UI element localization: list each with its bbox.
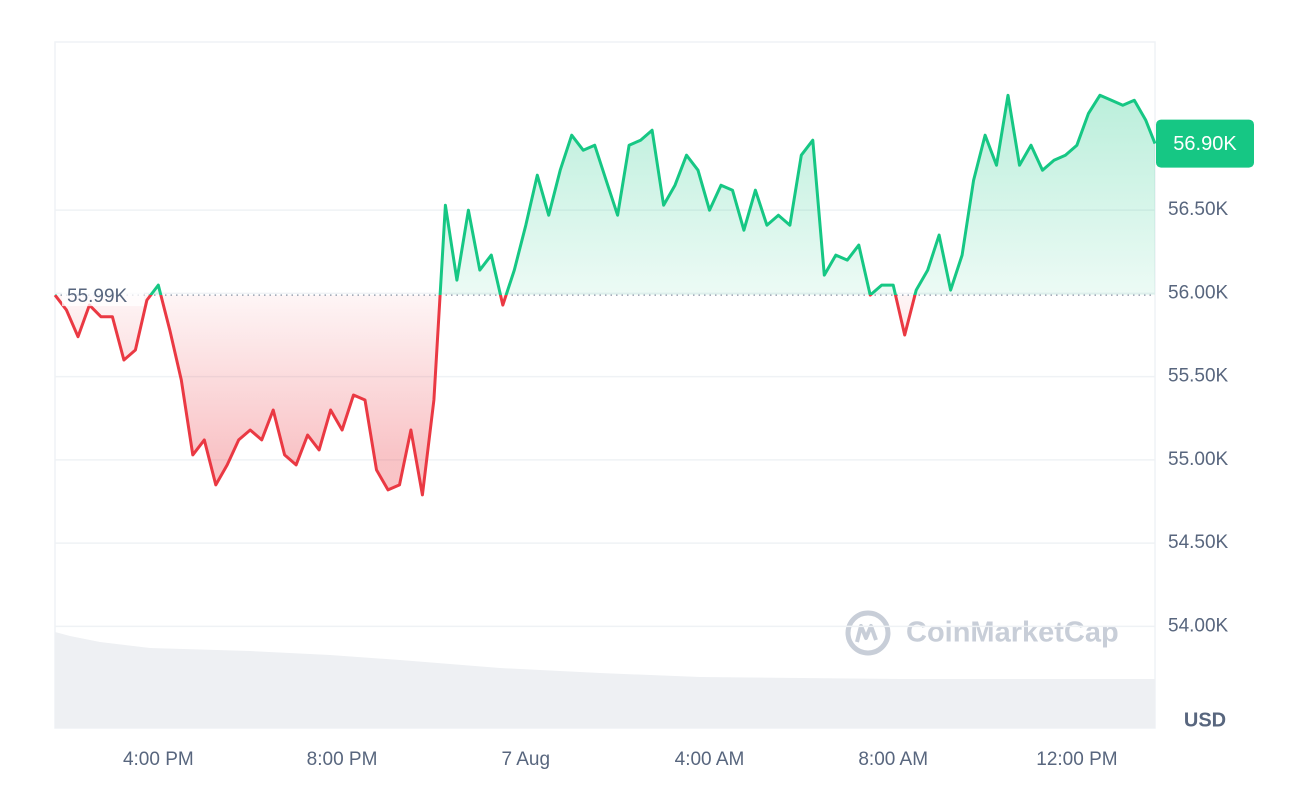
y-tick-label: 56.00K (1168, 282, 1229, 303)
price-area (55, 95, 1155, 495)
y-tick-label: 56.50K (1168, 199, 1229, 220)
x-tick-label: 8:00 PM (307, 749, 378, 770)
volume-backdrop (55, 632, 1155, 728)
y-tick-label: 54.50K (1168, 532, 1229, 553)
watermark: CoinMarketCap (845, 610, 1119, 656)
y-tick-label: 55.00K (1168, 449, 1229, 470)
price-line (53, 93, 1157, 497)
baseline-label: 55.99K (67, 286, 128, 307)
x-tick-label: 8:00 AM (858, 749, 928, 770)
last-price-label: 56.90K (1173, 133, 1237, 155)
x-tick-label: 4:00 AM (675, 749, 745, 770)
baseline-label-bg (62, 282, 144, 307)
x-tick-label: 7 Aug (501, 749, 550, 770)
currency-label: USD (1184, 709, 1226, 731)
y-tick-label: 55.50K (1168, 366, 1229, 387)
y-tick-label: 54.00K (1168, 615, 1229, 636)
watermark-text: CoinMarketCap (906, 617, 1119, 649)
x-tick-label: 12:00 PM (1036, 749, 1117, 770)
x-tick-label: 4:00 PM (123, 749, 194, 770)
last-price-badge (1156, 119, 1254, 168)
